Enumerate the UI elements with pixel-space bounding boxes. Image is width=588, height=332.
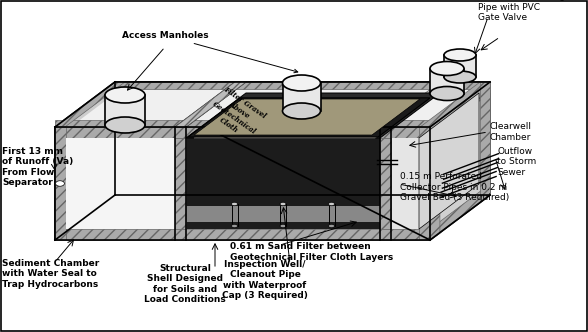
Polygon shape: [55, 121, 430, 127]
Text: Structural
Shell Designed
for Soils and
Load Conditions: Structural Shell Designed for Soils and …: [144, 264, 226, 304]
Polygon shape: [282, 83, 320, 111]
Polygon shape: [115, 82, 490, 89]
Polygon shape: [444, 55, 476, 77]
Ellipse shape: [56, 181, 65, 186]
Ellipse shape: [444, 49, 476, 61]
Text: Access Manholes: Access Manholes: [122, 31, 298, 73]
Polygon shape: [186, 93, 440, 138]
Text: 0.61 m Sand Filter between
Geotechnical Filter Cloth Layers: 0.61 m Sand Filter between Geotechnical …: [230, 242, 393, 262]
Ellipse shape: [105, 87, 145, 103]
Ellipse shape: [430, 87, 464, 101]
Text: Inspection Well/
Cleanout Pipe
with Waterproof
Cap (3 Required): Inspection Well/ Cleanout Pipe with Wate…: [222, 260, 308, 300]
Polygon shape: [66, 85, 479, 130]
Polygon shape: [55, 127, 430, 240]
Polygon shape: [430, 121, 440, 240]
Polygon shape: [391, 138, 419, 229]
Polygon shape: [66, 138, 175, 229]
Polygon shape: [430, 68, 464, 94]
Polygon shape: [105, 95, 145, 125]
Ellipse shape: [329, 202, 335, 206]
Ellipse shape: [282, 75, 320, 91]
Polygon shape: [175, 82, 246, 127]
Text: 0.15 m Perforated
Collector Pipes in 0.2 m
Gravel Bed (3 Required): 0.15 m Perforated Collector Pipes in 0.2…: [400, 172, 509, 202]
Ellipse shape: [430, 61, 464, 75]
Polygon shape: [55, 82, 490, 127]
Polygon shape: [55, 82, 125, 127]
Polygon shape: [194, 99, 420, 135]
Polygon shape: [380, 138, 391, 229]
Polygon shape: [480, 82, 490, 195]
Polygon shape: [194, 100, 426, 138]
Text: First 13 mm
of Runoff (Va)
From Flow
Separator: First 13 mm of Runoff (Va) From Flow Sep…: [2, 147, 74, 187]
Ellipse shape: [282, 103, 320, 119]
Text: Filter Gravel
Above
Geotechnical
Cloth: Filter Gravel Above Geotechnical Cloth: [206, 85, 268, 143]
Polygon shape: [430, 82, 490, 138]
Ellipse shape: [329, 224, 335, 228]
Ellipse shape: [232, 224, 238, 228]
Text: Outflow
to Storm
Sewer: Outflow to Storm Sewer: [497, 147, 536, 177]
Text: 0.15 m Dewatering
Pipe with PVC
Gate Valve: 0.15 m Dewatering Pipe with PVC Gate Val…: [478, 0, 565, 22]
Ellipse shape: [444, 71, 476, 83]
Ellipse shape: [280, 224, 286, 228]
Polygon shape: [430, 184, 490, 240]
Polygon shape: [55, 127, 66, 240]
Polygon shape: [188, 98, 430, 137]
Polygon shape: [420, 82, 490, 127]
Polygon shape: [55, 127, 430, 138]
Polygon shape: [175, 82, 246, 127]
Polygon shape: [186, 138, 380, 229]
Polygon shape: [186, 206, 380, 222]
Ellipse shape: [105, 117, 145, 133]
Polygon shape: [380, 82, 451, 127]
Polygon shape: [419, 127, 430, 240]
Ellipse shape: [232, 202, 238, 206]
Text: Clearwell
Chamber: Clearwell Chamber: [490, 122, 532, 142]
Text: Sediment Chamber
with Water Seal to
Trap Hydrocarbons: Sediment Chamber with Water Seal to Trap…: [2, 259, 99, 289]
Polygon shape: [419, 93, 479, 229]
Polygon shape: [55, 229, 430, 240]
Polygon shape: [175, 138, 186, 229]
Ellipse shape: [280, 202, 286, 206]
Polygon shape: [194, 100, 426, 138]
Polygon shape: [430, 82, 490, 240]
